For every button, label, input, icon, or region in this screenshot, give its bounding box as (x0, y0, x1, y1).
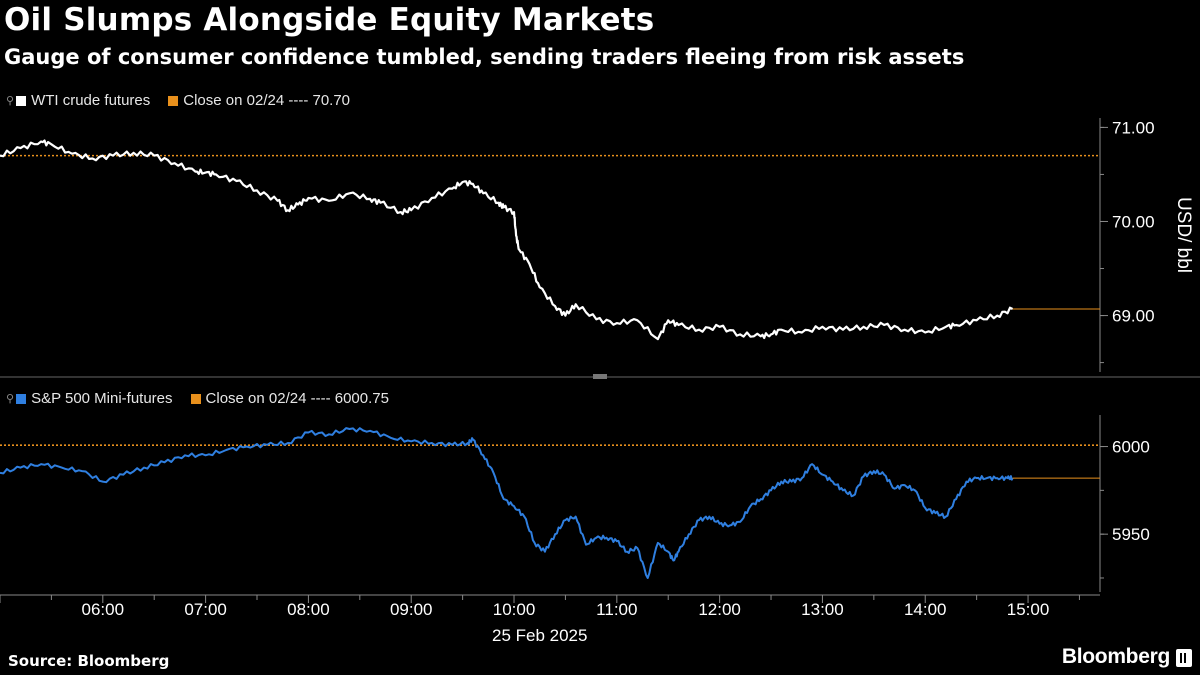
y-tick-label: 70.00 (1112, 212, 1155, 231)
x-tick-label: 06:00 (82, 600, 125, 619)
legend-oil-close-label: Close on 02/24 ---- 70.70 (183, 92, 351, 109)
drag-handle-icon[interactable]: ⚲ (6, 393, 15, 405)
y-axis-title: USD/ bbl (1173, 197, 1194, 273)
legend-spx-label: S&P 500 Mini-futures (31, 390, 173, 407)
bloomberg-logo: Bloomberg (1061, 645, 1170, 668)
y-tick-label: 71.00 (1112, 118, 1155, 137)
x-tick-label: 07:00 (184, 600, 227, 619)
legend-swatch-wti (16, 95, 27, 106)
x-tick-label: 13:00 (801, 600, 844, 619)
legend-oil-close[interactable]: Close on 02/24 ---- 70.70 (168, 92, 350, 109)
legend-swatch-spx (16, 393, 27, 404)
y-tick-label: 69.00 (1112, 307, 1155, 326)
legend-wti-label: WTI crude futures (31, 92, 151, 109)
spx-legend: ⚲ S&P 500 Mini-futures Close on 02/24 --… (6, 390, 407, 407)
oil-legend: ⚲ WTI crude futures Close on 02/24 ---- … (6, 92, 368, 109)
x-tick-label: 14:00 (904, 600, 947, 619)
x-tick-label: 11:00 (596, 600, 637, 619)
oil-panel: 71.00 70.00 69.00 USD/ bbl (0, 118, 1194, 372)
x-tick-label: 15:00 (1007, 600, 1050, 619)
spx-panel: 6000 5950 (0, 415, 1150, 592)
x-axis: 06:00 07:00 08:00 09:00 10:00 11:00 12:00 13:00… (0, 374, 1200, 645)
legend-swatch-spx-close (190, 393, 201, 404)
x-date-label: 25 Feb 2025 (492, 626, 587, 645)
panel-resize-handle (593, 374, 607, 379)
legend-spx-close[interactable]: Close on 02/24 ---- 6000.75 (190, 390, 389, 407)
y-tick-label: 5950 (1112, 525, 1150, 544)
legend-swatch-oil-close (168, 95, 179, 106)
x-tick-label: 09:00 (390, 600, 433, 619)
source-note: Source: Bloomberg (8, 652, 170, 670)
series-line (0, 139, 1014, 341)
chart-subtitle: Gauge of consumer confidence tumbled, se… (4, 45, 965, 69)
legend-spx[interactable]: S&P 500 Mini-futures (16, 390, 173, 407)
legend-spx-close-label: Close on 02/24 ---- 6000.75 (205, 390, 389, 407)
y-tick-label: 6000 (1112, 438, 1150, 457)
legend-wti[interactable]: WTI crude futures (16, 92, 150, 109)
bloomberg-mark-icon (1176, 649, 1192, 667)
x-tick-label: 10:00 (493, 600, 536, 619)
x-tick-label: 08:00 (287, 600, 330, 619)
drag-handle-icon[interactable]: ⚲ (6, 95, 15, 107)
series-line (0, 427, 1014, 579)
chart-title: Oil Slumps Alongside Equity Markets (4, 2, 655, 38)
x-tick-label: 12:00 (698, 600, 741, 619)
